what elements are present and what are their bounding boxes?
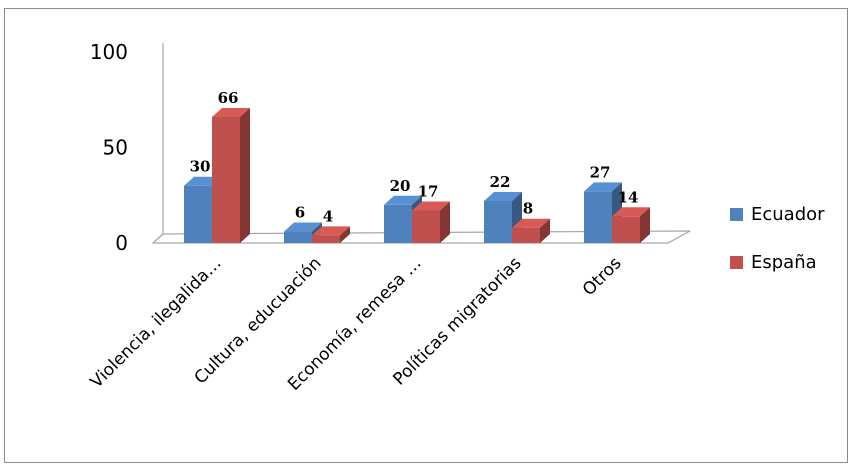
- bar-top-face: [512, 218, 550, 228]
- bar-side-face: [640, 207, 650, 243]
- bar-top-face: [612, 207, 650, 217]
- bar-españa-3: [512, 218, 550, 243]
- bar-top-face: [484, 191, 522, 201]
- bar-front-face: [512, 227, 540, 243]
- legend-label: España: [751, 252, 817, 273]
- legend-item-ecuador: Ecuador: [730, 204, 825, 225]
- data-label: 30: [190, 158, 211, 176]
- bar-españa-4: [612, 207, 650, 243]
- legend: Ecuador España: [730, 204, 825, 273]
- bar-front-face: [412, 210, 440, 243]
- data-label: 8: [523, 200, 533, 218]
- bar-front-face: [612, 216, 640, 243]
- bar-front-face: [484, 200, 512, 243]
- data-label: 4: [323, 207, 333, 225]
- bar-top-face: [384, 195, 422, 205]
- legend-swatch: [730, 208, 743, 221]
- bars-layer: [184, 107, 650, 243]
- legend-swatch: [730, 256, 743, 269]
- legend-label: Ecuador: [751, 204, 825, 225]
- bar-españa-0: [212, 107, 250, 243]
- bar-front-face: [284, 231, 312, 243]
- bar-side-face: [340, 226, 350, 243]
- bar-front-face: [184, 185, 212, 243]
- bar-top-face: [212, 107, 250, 117]
- bar-side-face: [440, 201, 450, 243]
- bar-front-face: [312, 235, 340, 243]
- legend-item-españa: España: [730, 252, 817, 273]
- bar-top-face: [284, 222, 322, 232]
- y-tick-label: 100: [90, 40, 128, 64]
- bar-top-face: [312, 226, 350, 236]
- bar-side-face: [240, 107, 250, 243]
- data-label: 66: [218, 89, 239, 107]
- bar-top-face: [584, 182, 622, 192]
- category-label: Otros: [579, 253, 626, 300]
- bar-top-face: [412, 201, 450, 211]
- bar-españa-1: [312, 226, 350, 243]
- bar-españa-2: [412, 201, 450, 243]
- data-label: 17: [418, 183, 439, 201]
- data-label: 20: [390, 177, 411, 195]
- data-label: 22: [490, 173, 511, 191]
- bar-front-face: [212, 116, 240, 243]
- y-tick-label: 0: [115, 231, 128, 255]
- data-label: 6: [295, 204, 305, 222]
- y-tick-label: 50: [103, 136, 128, 160]
- bar-side-face: [540, 218, 550, 243]
- data-label: 27: [590, 163, 611, 181]
- bar-front-face: [584, 191, 612, 243]
- bar-front-face: [384, 204, 412, 243]
- data-label: 14: [618, 188, 639, 206]
